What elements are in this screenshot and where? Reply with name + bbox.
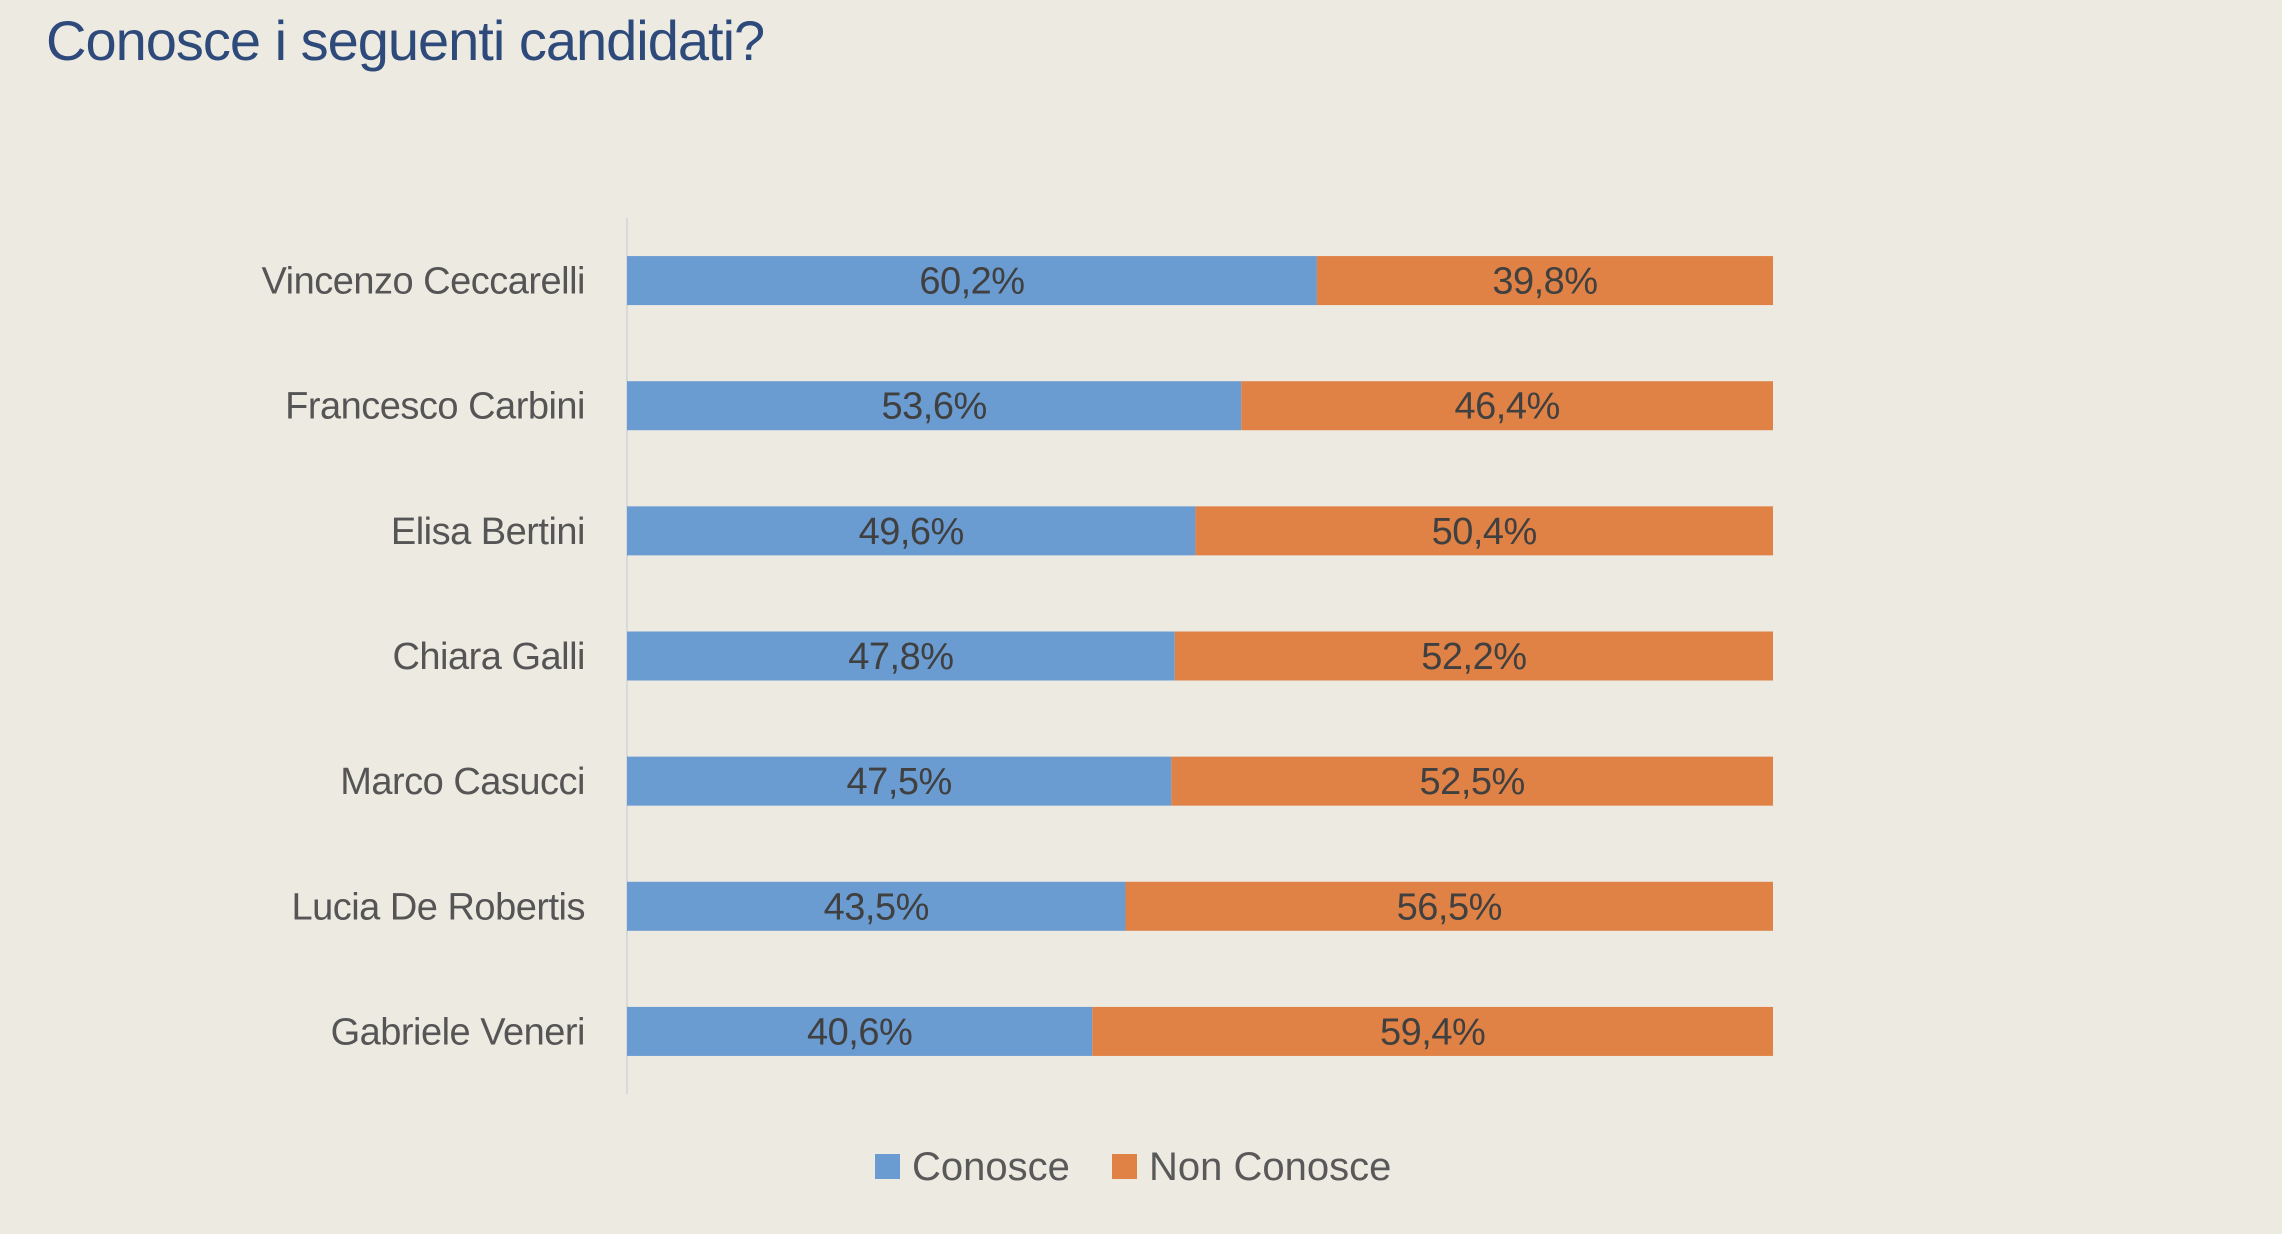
legend-label: Conosce [912,1145,1070,1189]
data-label: 40,6% [807,1011,912,1053]
data-label: 46,4% [1455,386,1560,428]
category-label: Elisa Bertini [391,511,585,553]
bar-conosce [627,881,1126,931]
bar-conosce [627,1006,1093,1056]
bar-non-conosce [1171,756,1773,806]
data-label: 50,4% [1432,511,1537,553]
bar-conosce [627,631,1175,681]
data-label: 52,5% [1420,761,1525,803]
category-label: Gabriele Veneri [331,1011,585,1053]
bar-non-conosce [1316,256,1773,306]
data-label: 47,5% [847,761,952,803]
data-label: 59,4% [1380,1011,1485,1053]
data-label: 47,8% [848,636,953,678]
bar-non-conosce [1195,506,1773,556]
legend-swatch-non-conosce [1112,1154,1137,1179]
category-label: Lucia De Robertis [291,886,585,928]
data-label: 43,5% [824,886,929,928]
bar-non-conosce [1125,881,1773,931]
chart-title: Conosce i seguenti candidati? [46,9,765,72]
bar-conosce [627,256,1317,306]
bar-conosce [627,756,1172,806]
category-label: Francesco Carbini [285,386,585,428]
category-label: Vincenzo Ceccarelli [261,261,585,303]
data-label: 39,8% [1492,261,1597,303]
legend-label: Non Conosce [1149,1145,1391,1189]
legend-swatch-conosce [875,1154,900,1179]
bar-non-conosce [1241,381,1773,431]
data-label: 52,2% [1421,636,1526,678]
data-label: 49,6% [859,511,964,553]
category-label: Marco Casucci [340,761,585,803]
bar-non-conosce [1092,1006,1773,1056]
bar-conosce [627,381,1242,431]
category-label: Chiara Galli [392,636,585,678]
bar-conosce [627,506,1196,556]
data-label: 56,5% [1397,886,1502,928]
bar-non-conosce [1174,631,1773,681]
data-label: 60,2% [919,261,1024,303]
data-label: 53,6% [882,386,987,428]
